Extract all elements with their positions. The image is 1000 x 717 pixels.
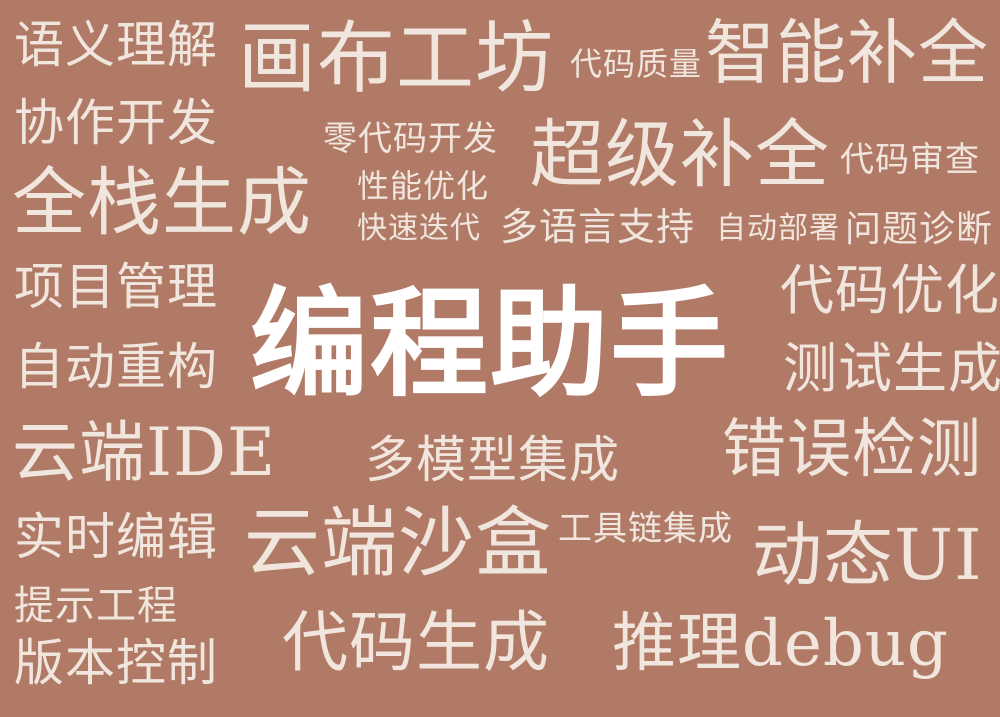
cloud-word-test-generation: 测试生成 [783,337,1000,400]
cloud-word-issue-diagnosis: 问题诊断 [845,209,994,250]
cloud-word-smart-completion: 智能补全 [705,12,989,94]
cloud-word-code-quality: 代码质量 [570,45,703,83]
cloud-word-toolchain: 工具链集成 [558,509,733,549]
cloud-word-zero-code-dev: 零代码开发 [323,119,498,159]
cloud-word-fullstack-gen: 全栈生成 [12,160,312,246]
cloud-word-auto-deploy: 自动部署 [716,211,840,246]
cloud-word-rapid-iteration: 快速迭代 [357,211,481,246]
cloud-word-code-optimization: 代码优化 [780,259,1000,322]
cloud-word-cloud-ide: 云端IDE [12,414,277,491]
cloud-word-canvas-workshop: 画布工坊 [238,14,555,104]
cloud-word-code-generation: 代码生成 [282,604,550,681]
cloud-word-multi-model: 多模型集成 [365,431,620,489]
cloud-word-multilang-support: 多语言支持 [500,205,696,249]
cloud-word-auto-refactor: 自动重构 [14,338,218,396]
cloud-word-reasoning-debug: 推理debug [612,607,949,681]
cloud-word-error-detection: 错误检测 [722,413,982,487]
cloud-word-performance-opt: 性能优化 [357,167,490,205]
cloud-word-collaborative-dev: 协作开发 [14,94,218,152]
cloud-word-super-completion: 超级补全 [530,112,830,198]
center-word: 编程助手 [250,274,731,413]
cloud-word-realtime-edit: 实时编辑 [14,508,218,566]
cloud-word-semantic-understanding: 语义理解 [14,16,218,74]
cloud-word-cloud-sandbox: 云端沙盒 [244,498,552,587]
cloud-word-version-control: 版本控制 [14,634,218,692]
cloud-word-prompt-engineering: 提示工程 [14,583,178,629]
cloud-word-project-mgmt: 项目管理 [14,258,218,316]
cloud-word-dynamic-ui: 动态UI [752,514,983,596]
cloud-word-code-review: 代码审查 [840,140,980,180]
